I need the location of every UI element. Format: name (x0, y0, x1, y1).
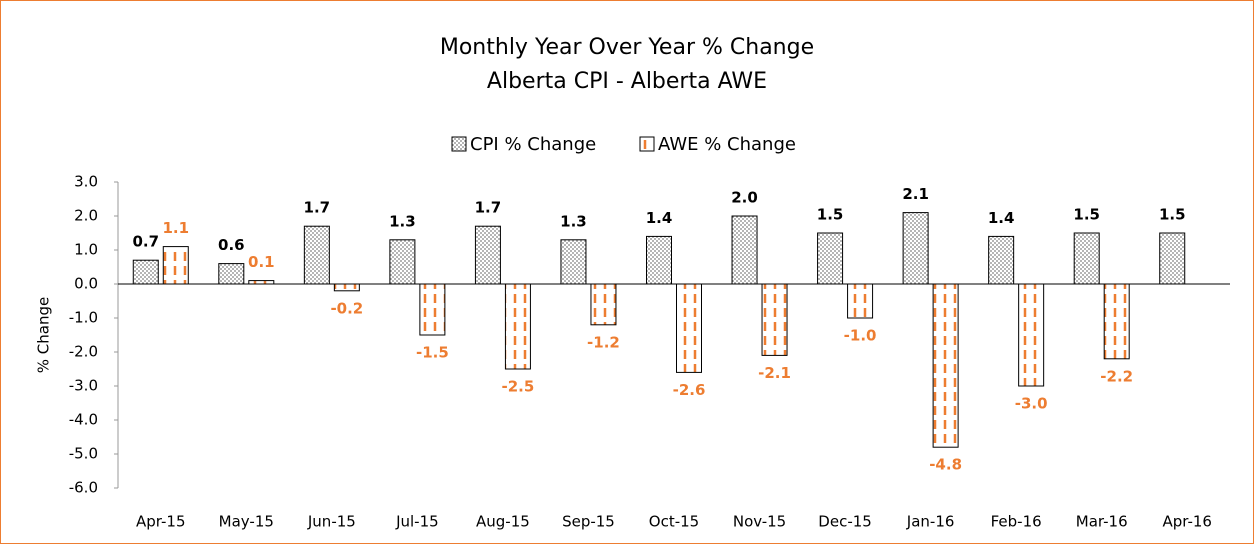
x-tick-label: Jul-15 (395, 513, 439, 531)
bar (847, 283, 874, 319)
y-tick-label: 2.0 (74, 207, 98, 225)
bar (590, 283, 617, 326)
bar (932, 283, 959, 448)
x-tick-label: Feb-16 (991, 513, 1042, 531)
data-label: 1.5 (1159, 206, 1186, 224)
bar (560, 239, 587, 285)
bar (676, 283, 702, 373)
data-label: 1.3 (560, 212, 587, 230)
data-label: -3.0 (1015, 395, 1048, 413)
x-tick-label: Apr-16 (1162, 513, 1212, 531)
bar (817, 232, 844, 285)
data-label: -2.6 (673, 381, 706, 399)
bar (988, 235, 1015, 285)
chart-subtitle: Alberta CPI - Alberta AWE (487, 69, 767, 94)
bar (902, 212, 929, 285)
x-tick-label: May-15 (219, 513, 274, 531)
data-label: 0.7 (132, 233, 159, 251)
y-tick-label: -2.0 (69, 343, 98, 361)
x-tick-label: Apr-15 (136, 513, 186, 531)
bar (333, 283, 360, 292)
data-label: 1.3 (389, 212, 416, 230)
bar (132, 259, 159, 285)
bar (1159, 232, 1186, 285)
data-label: 0.1 (248, 253, 275, 271)
y-tick-label: 1.0 (74, 241, 98, 259)
bar (303, 225, 330, 285)
legend-swatch (451, 136, 467, 152)
chart-title: Monthly Year Over Year % Change (440, 35, 814, 60)
x-tick-label: Oct-15 (649, 513, 699, 531)
y-tick-label: 0.0 (74, 275, 98, 293)
x-tick-label: Nov-15 (733, 513, 786, 531)
y-axis-label: % Change (35, 297, 53, 373)
x-tick-label: Sep-15 (562, 513, 615, 531)
bar (248, 280, 275, 285)
x-tick-label: Jun-15 (307, 513, 356, 531)
data-label: 1.4 (646, 209, 673, 227)
data-label: -2.2 (1100, 367, 1133, 385)
legend-swatch (639, 136, 655, 152)
bar (646, 235, 672, 285)
bar (761, 283, 788, 356)
bar (389, 239, 416, 285)
data-label: 2.0 (731, 189, 758, 207)
bar (474, 225, 501, 285)
y-tick-label: -5.0 (69, 445, 98, 463)
data-label: -2.1 (758, 364, 791, 382)
y-tick-label: -3.0 (69, 377, 98, 395)
data-label: 1.4 (988, 209, 1015, 227)
legend-label: AWE % Change (658, 134, 796, 155)
bar (1103, 283, 1130, 360)
x-tick-label: Jan-16 (906, 513, 955, 531)
data-label: 0.6 (218, 236, 245, 254)
y-tick-label: -6.0 (69, 479, 98, 497)
data-label: 1.7 (475, 199, 502, 217)
data-label: 1.5 (817, 206, 844, 224)
data-label: -0.2 (330, 299, 363, 317)
bar (504, 283, 531, 370)
bar (162, 246, 189, 285)
data-label: 2.1 (902, 185, 929, 203)
bar (218, 263, 245, 285)
y-tick-label: -4.0 (69, 411, 98, 429)
x-tick-label: Aug-15 (476, 513, 530, 531)
bar (1073, 232, 1100, 285)
data-label: -1.2 (587, 333, 620, 351)
x-tick-label: Mar-16 (1076, 513, 1128, 531)
data-label: 1.7 (304, 199, 331, 217)
y-tick-label: -1.0 (69, 309, 98, 327)
bar (1018, 283, 1045, 387)
data-label: 1.5 (1073, 206, 1100, 224)
bar (731, 215, 758, 285)
x-tick-label: Dec-15 (818, 513, 872, 531)
data-label: -2.5 (502, 378, 535, 396)
data-label: -1.5 (416, 344, 449, 362)
y-tick-label: 3.0 (74, 173, 98, 191)
data-label: -1.0 (844, 327, 877, 345)
data-label: 1.1 (162, 219, 189, 237)
data-label: -4.8 (929, 456, 962, 474)
legend-label: CPI % Change (470, 134, 596, 155)
bar (419, 283, 446, 336)
